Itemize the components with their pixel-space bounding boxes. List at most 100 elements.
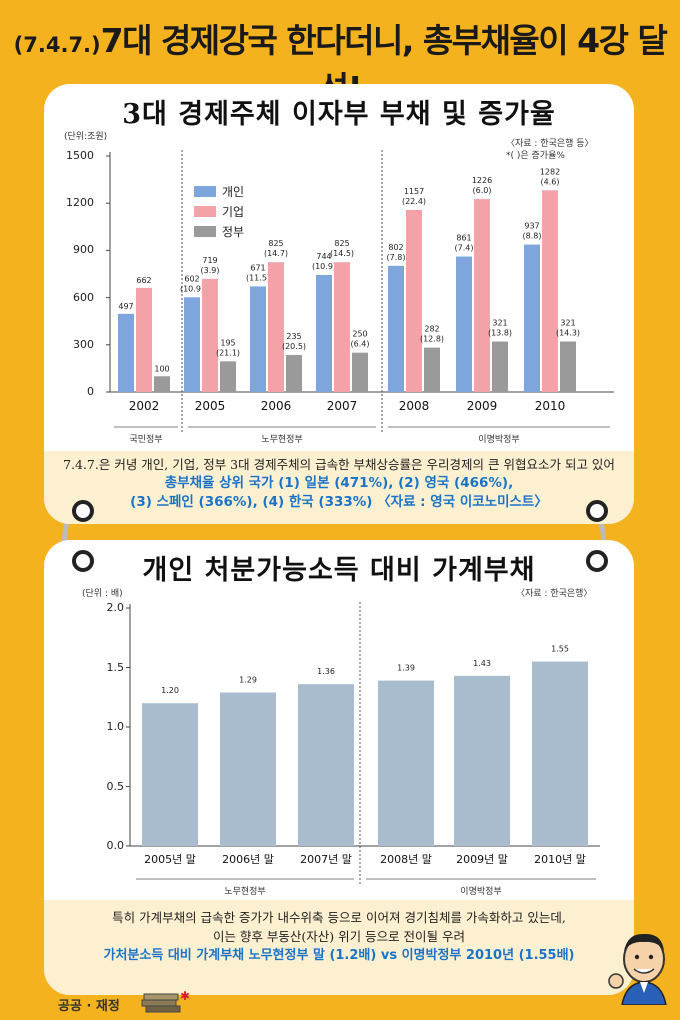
bar-corporate	[406, 209, 422, 392]
x-category-label: 2008	[399, 399, 430, 413]
growth-rate-label: (8.8)	[523, 232, 542, 241]
bar-individual	[524, 244, 540, 392]
bar-corporate	[334, 262, 350, 392]
growth-rate-label: (12.8)	[420, 335, 444, 344]
panel1-source-note: *( )은 증가율%	[506, 151, 565, 161]
bar-value-label: 1.43	[473, 659, 491, 668]
bar-value-label: 719	[202, 256, 217, 265]
bar-value-label: 1.39	[397, 664, 415, 673]
bar-value-label: 321	[492, 318, 507, 327]
panel2-note-line2: 이는 향후 부동산(자산) 위기 등으로 전이될 우려	[212, 929, 466, 944]
panel1-note: 7.4.7.은 커녕 개인, 기업, 정부 3대 경제주체의 급속한 부채상승률…	[44, 451, 634, 524]
bar-value-label: 250	[352, 330, 367, 339]
x-category-label: 2010	[535, 399, 566, 413]
legend-label: 정부	[222, 225, 244, 239]
growth-rate-label: (10.9)	[180, 284, 204, 293]
x-category-label: 2009년 말	[456, 853, 508, 866]
bar-value-label: 1.55	[551, 645, 569, 654]
bar-value-label: 235	[286, 332, 301, 341]
y-tick-label: 2.0	[106, 601, 125, 614]
panel2-note-line3: 가처분소득 대비 가계부채 노무현정부 말 (1.2배) vs 이명박정부 20…	[103, 948, 575, 963]
panel2-note-line1: 특히 가계부채의 급속한 증가가 내수위축 등으로 이어져 경기침체를 가속화하…	[112, 910, 566, 925]
growth-rate-label: (3.9)	[201, 266, 220, 275]
bar-value-label: 1.29	[239, 675, 257, 684]
era-label: 이명박정부	[478, 434, 519, 445]
panel1-title: 3대 경제주체 이자부 부채 및 증가율	[122, 99, 556, 130]
x-category-label: 2010년 말	[534, 853, 586, 866]
bar-value-label: 602	[184, 274, 199, 283]
bar-corporate	[202, 278, 218, 392]
legend-label: 개인	[222, 185, 244, 199]
y-tick-label: 900	[73, 243, 94, 257]
growth-rate-label: (20.5)	[282, 342, 306, 351]
bar-value-label: 195	[220, 338, 235, 347]
era-label: 노무현정부	[261, 434, 302, 445]
bar-value-label: 861	[456, 234, 471, 243]
x-category-label: 2006년 말	[222, 853, 274, 866]
headline-prefix: (7.4.7.)	[13, 33, 101, 57]
growth-rate-label: (10.9)	[312, 262, 336, 271]
growth-rate-label: (22.4)	[402, 197, 426, 206]
ratio-bar	[220, 692, 276, 846]
era-label: 노무현정부	[224, 886, 265, 897]
bar-value-label: 1226	[472, 176, 492, 185]
binder-ring-icon	[586, 550, 608, 572]
ratio-bar	[378, 680, 434, 846]
legend-swatch	[194, 206, 216, 217]
legend-label: 기업	[222, 205, 244, 219]
x-category-label: 2007	[327, 399, 358, 413]
household-debt-panel: 개인 처분가능소득 대비 가계부채 (단위 : 배) 〈자료 : 한국은행〉 0…	[44, 540, 634, 995]
legend-swatch	[194, 186, 216, 197]
panel2-source: 〈자료 : 한국은행〉	[516, 589, 593, 599]
svg-text:✱: ✱	[180, 989, 190, 1003]
bar-government	[220, 361, 236, 392]
headline: (7.4.7.)7대 경제강국 한다더니, 총부채율이 4강 달성!	[0, 14, 680, 110]
bar-corporate	[136, 287, 152, 392]
household-debt-ratio-chart: 1.20 2005년 말 1.29 2006년 말 1.36 2007년 말 1.39 200…	[126, 602, 600, 897]
bar-government	[492, 341, 508, 392]
panel2-title: 개인 처분가능소득 대비 가계부채	[142, 555, 536, 586]
bar-value-label: 662	[136, 276, 151, 285]
y-tick-label: 1200	[66, 196, 94, 210]
bar-individual	[456, 256, 472, 392]
bar-corporate	[542, 190, 558, 392]
money-stack-icon: ✱	[141, 989, 190, 1013]
growth-rate-label: (7.4)	[455, 244, 474, 253]
x-category-label: 2009	[467, 399, 498, 413]
y-tick-label: 1500	[66, 149, 94, 162]
panel2-unit: (단위 : 배)	[82, 589, 123, 599]
bar-value-label: 1.36	[317, 667, 335, 676]
growth-rate-label: (11.5)	[246, 273, 270, 282]
growth-rate-label: (4.6)	[541, 177, 560, 186]
headline-main: 7대 경제강국 한다더니, 총부채율이 4강 달성!	[100, 21, 668, 108]
y-tick-label: 300	[73, 337, 94, 351]
panel1-note-line3: (3) 스페인 (366%), (4) 한국 (333%) 〈자료 : 영국 이…	[130, 494, 548, 510]
y-tick-label: 1.5	[106, 660, 125, 674]
bar-corporate	[474, 199, 490, 392]
x-category-label: 2007년 말	[300, 853, 352, 866]
y-tick-label: 600	[73, 290, 94, 304]
y-tick-label: 0	[87, 385, 94, 398]
y-tick-label: 0.5	[106, 779, 125, 793]
bar-individual	[316, 274, 332, 392]
x-category-label: 2005	[195, 399, 226, 413]
growth-rate-label: (14.3)	[556, 328, 580, 337]
ratio-bar	[142, 703, 198, 846]
bar-value-label: 937	[524, 222, 539, 231]
ratio-bar	[454, 675, 510, 846]
bar-government	[154, 376, 170, 392]
bar-government	[424, 347, 440, 392]
bar-individual	[184, 297, 200, 392]
x-category-label: 2005년 말	[144, 853, 196, 866]
bar-individual	[118, 313, 134, 392]
x-category-label: 2006	[261, 399, 292, 413]
debt-bar-chart: 4976621002002602(10.9)719(3.9)195(21.1)2…	[106, 150, 614, 445]
era-label: 국민정부	[129, 434, 162, 445]
bar-corporate	[268, 262, 284, 392]
bar-value-label: 744	[316, 252, 331, 261]
bar-government	[286, 355, 302, 392]
bar-value-label: 1.20	[161, 686, 179, 695]
bar-value-label: 671	[250, 263, 265, 272]
growth-rate-label: (6.0)	[473, 186, 492, 195]
debt-chart-panel: 3대 경제주체 이자부 부채 및 증가율 (단위:조원) 〈자료 : 한국은행 …	[44, 84, 634, 524]
